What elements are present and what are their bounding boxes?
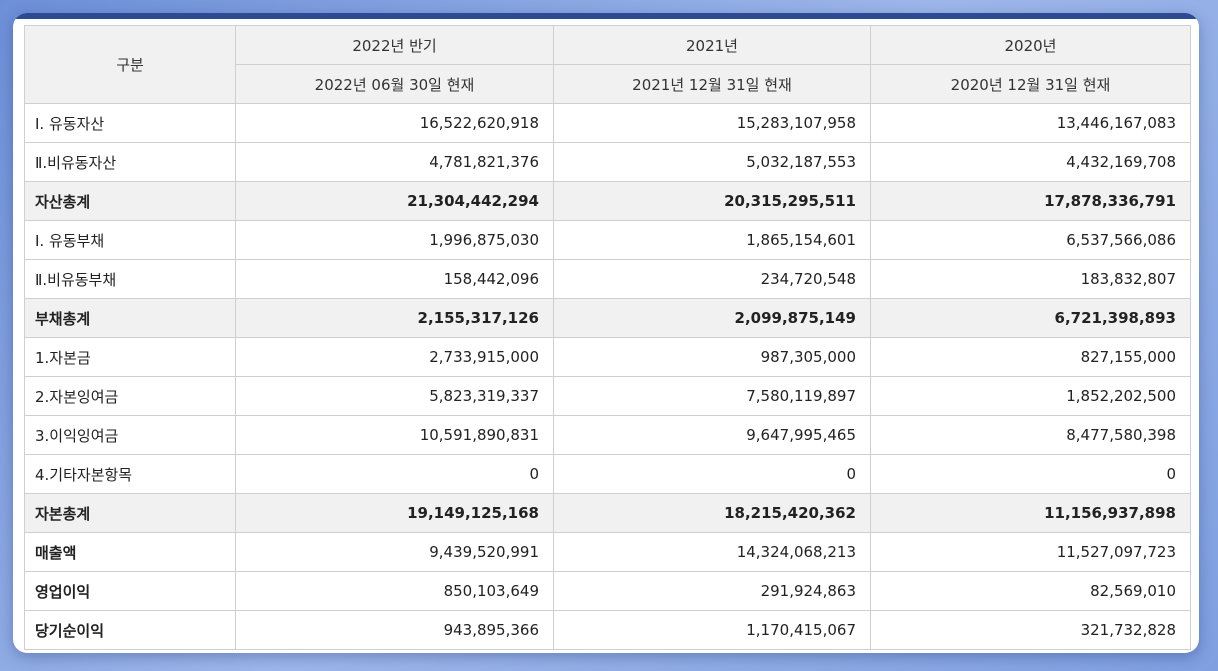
cell-value: 8,477,580,398 [870,415,1191,455]
table-row: 당기순이익 943,895,366 1,170,415,067 321,732,… [24,610,1191,650]
cell-value: 9,647,995,465 [553,415,871,455]
row-label: 자산총계 [24,181,236,221]
cell-value: 0 [870,454,1191,494]
cell-value: 0 [235,454,554,494]
header-period: 2020년 [870,25,1191,65]
table-row: 매출액 9,439,520,991 14,324,068,213 11,527,… [24,532,1191,572]
cell-value: 291,924,863 [553,571,871,611]
cell-value: 4,781,821,376 [235,142,554,182]
header-asof-date: 2021년 12월 31일 현재 [553,64,871,104]
cell-value: 17,878,336,791 [870,181,1191,221]
financial-summary-card: 구분 2022년 반기 2021년 2020년 2022년 06월 30일 현재… [13,13,1199,653]
row-label: 당기순이익 [24,610,236,650]
row-label: Ⅰ. 유동부채 [24,220,236,260]
cell-value: 15,283,107,958 [553,103,871,143]
header-period: 2021년 [553,25,871,65]
cell-value: 11,156,937,898 [870,493,1191,533]
cell-value: 1,852,202,500 [870,376,1191,416]
total-row-assets: 자산총계 21,304,442,294 20,315,295,511 17,87… [24,181,1191,221]
cell-value: 11,527,097,723 [870,532,1191,572]
row-label: 4.기타자본항목 [24,454,236,494]
cell-value: 14,324,068,213 [553,532,871,572]
cell-value: 7,580,119,897 [553,376,871,416]
cell-value: 21,304,442,294 [235,181,554,221]
row-label: 1.자본금 [24,337,236,377]
cell-value: 5,823,319,337 [235,376,554,416]
cell-value: 20,315,295,511 [553,181,871,221]
header-row-period: 구분 2022년 반기 2021년 2020년 [24,25,1191,104]
cell-value: 158,442,096 [235,259,554,299]
table-row: Ⅰ. 유동자산 16,522,620,918 15,283,107,958 13… [24,103,1191,143]
table-row: 4.기타자본항목 0 0 0 [24,454,1191,494]
header-asof-date: 2022년 06월 30일 현재 [235,64,554,104]
cell-value: 850,103,649 [235,571,554,611]
table-row: Ⅱ.비유동자산 4,781,821,376 5,032,187,553 4,43… [24,142,1191,182]
header-asof-date: 2020년 12월 31일 현재 [870,64,1191,104]
cell-value: 2,155,317,126 [235,298,554,338]
cell-value: 16,522,620,918 [235,103,554,143]
cell-value: 1,865,154,601 [553,220,871,260]
cell-value: 2,099,875,149 [553,298,871,338]
financial-summary-table: 구분 2022년 반기 2021년 2020년 2022년 06월 30일 현재… [24,25,1191,650]
table-row: 영업이익 850,103,649 291,924,863 82,569,010 [24,571,1191,611]
total-row-liabilities: 부채총계 2,155,317,126 2,099,875,149 6,721,3… [24,298,1191,338]
cell-value: 6,537,566,086 [870,220,1191,260]
header-row-asof: 2022년 06월 30일 현재 2021년 12월 31일 현재 2020년 … [25,64,1191,104]
cell-value: 82,569,010 [870,571,1191,611]
cell-value: 13,446,167,083 [870,103,1191,143]
table-row: Ⅰ. 유동부채 1,996,875,030 1,865,154,601 6,53… [24,220,1191,260]
table-row: 2.자본잉여금 5,823,319,337 7,580,119,897 1,85… [24,376,1191,416]
row-label: 자본총계 [24,493,236,533]
table-row: 3.이익잉여금 10,591,890,831 9,647,995,465 8,4… [24,415,1191,455]
cell-value: 2,733,915,000 [235,337,554,377]
cell-value: 1,170,415,067 [553,610,871,650]
cell-value: 19,149,125,168 [235,493,554,533]
row-label: 영업이익 [24,571,236,611]
total-row-equity: 자본총계 19,149,125,168 18,215,420,362 11,15… [24,493,1191,533]
cell-value: 9,439,520,991 [235,532,554,572]
cell-value: 0 [553,454,871,494]
cell-value: 943,895,366 [235,610,554,650]
cell-value: 1,996,875,030 [235,220,554,260]
header-period: 2022년 반기 [235,25,554,65]
cell-value: 18,215,420,362 [553,493,871,533]
row-label: 2.자본잉여금 [24,376,236,416]
cell-value: 6,721,398,893 [870,298,1191,338]
header-category: 구분 [24,25,236,104]
row-label: Ⅱ.비유동자산 [24,142,236,182]
row-label: 부채총계 [24,298,236,338]
cell-value: 321,732,828 [870,610,1191,650]
row-label: Ⅱ.비유동부채 [24,259,236,299]
row-label: Ⅰ. 유동자산 [24,103,236,143]
cell-value: 10,591,890,831 [235,415,554,455]
table-row: 1.자본금 2,733,915,000 987,305,000 827,155,… [24,337,1191,377]
cell-value: 4,432,169,708 [870,142,1191,182]
cell-value: 987,305,000 [553,337,871,377]
table-row: Ⅱ.비유동부채 158,442,096 234,720,548 183,832,… [24,259,1191,299]
row-label: 매출액 [24,532,236,572]
cell-value: 183,832,807 [870,259,1191,299]
cell-value: 234,720,548 [553,259,871,299]
cell-value: 5,032,187,553 [553,142,871,182]
cell-value: 827,155,000 [870,337,1191,377]
row-label: 3.이익잉여금 [24,415,236,455]
